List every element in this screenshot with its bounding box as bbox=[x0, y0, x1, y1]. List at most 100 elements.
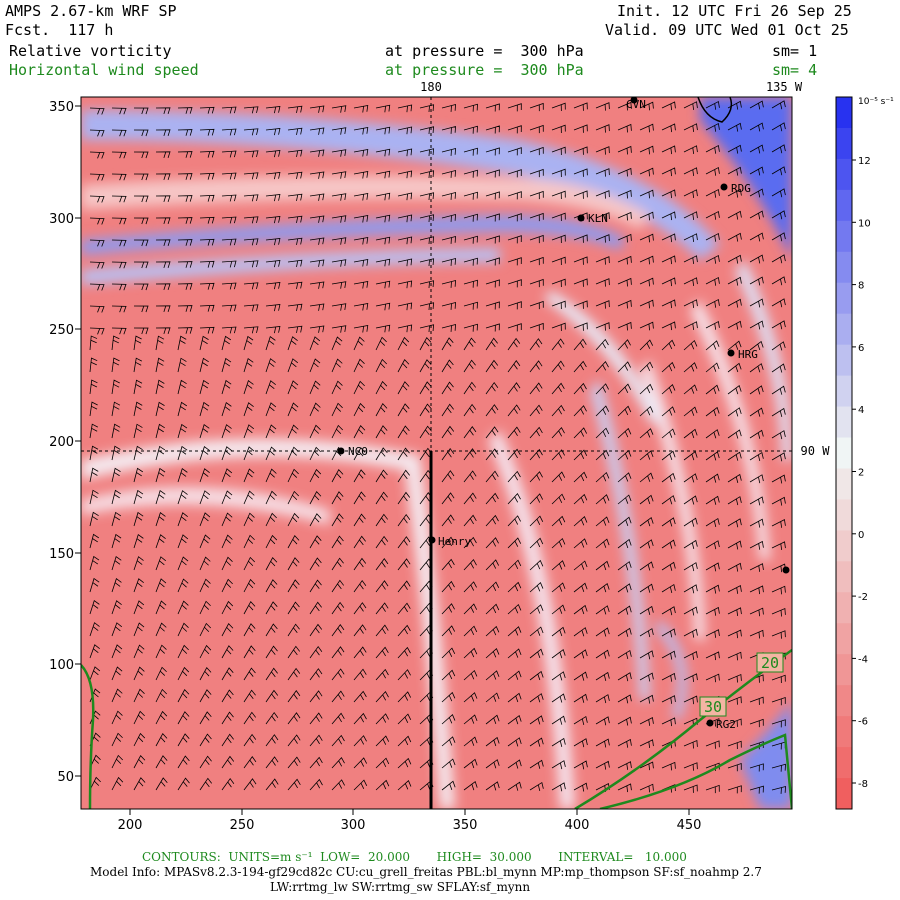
wind-barb bbox=[199, 238, 215, 246]
wind-barb bbox=[595, 322, 610, 331]
wind-barb bbox=[705, 340, 720, 351]
wind-barb bbox=[727, 122, 742, 132]
wind-barb bbox=[551, 146, 566, 155]
wind-barb bbox=[771, 363, 786, 373]
wind-barb bbox=[353, 690, 367, 703]
wind-barb bbox=[727, 540, 742, 550]
wind-barb bbox=[507, 323, 522, 332]
wind-barb bbox=[529, 102, 544, 112]
svg-text:CVN: CVN bbox=[626, 98, 646, 111]
wind-barb bbox=[705, 144, 720, 154]
wind-barb bbox=[111, 710, 123, 725]
wind-barb bbox=[639, 783, 654, 793]
wind-barb bbox=[309, 380, 321, 395]
wind-barb bbox=[353, 170, 369, 179]
wind-barb bbox=[331, 402, 343, 417]
wind-barb bbox=[617, 277, 632, 287]
wind-barb bbox=[595, 190, 610, 199]
wind-barb bbox=[573, 322, 588, 331]
wind-barb bbox=[639, 123, 654, 133]
wind-barb bbox=[551, 715, 566, 725]
wind-barb bbox=[155, 489, 166, 505]
wind-barb bbox=[463, 403, 477, 417]
wind-barb bbox=[111, 379, 120, 395]
wind-barb bbox=[595, 146, 610, 155]
wind-barb bbox=[397, 236, 413, 245]
wind-barb bbox=[155, 151, 171, 159]
wind-barb bbox=[639, 539, 654, 549]
wind-barb bbox=[133, 777, 146, 791]
wind-barb bbox=[463, 103, 478, 112]
wind-barb bbox=[397, 358, 410, 373]
wind-barb bbox=[397, 469, 410, 483]
wind-barb bbox=[595, 649, 610, 659]
wind-barb bbox=[551, 338, 565, 351]
wind-barb bbox=[529, 559, 544, 571]
wind-barb bbox=[771, 474, 786, 484]
wind-barb bbox=[485, 625, 500, 637]
wind-barb bbox=[661, 695, 676, 704]
wind-barb bbox=[485, 759, 500, 769]
wind-barb bbox=[353, 757, 368, 769]
wind-barb bbox=[177, 129, 193, 136]
wind-barb bbox=[199, 644, 212, 659]
wind-barb bbox=[111, 533, 122, 549]
wind-barb bbox=[177, 107, 193, 114]
wind-barb bbox=[199, 304, 215, 312]
wind-barb bbox=[331, 579, 345, 593]
field2-name: Horizontal wind speed bbox=[9, 61, 199, 79]
wind-barb bbox=[727, 518, 742, 528]
wind-barb bbox=[595, 605, 610, 615]
wind-barb bbox=[683, 233, 698, 242]
wind-barb bbox=[727, 298, 742, 308]
wind-barb bbox=[573, 738, 588, 748]
wind-barb bbox=[683, 473, 698, 483]
wind-barb bbox=[551, 537, 566, 549]
wind-barb bbox=[727, 740, 742, 750]
wind-barb bbox=[353, 302, 369, 311]
wind-barb bbox=[287, 756, 301, 769]
wind-barb bbox=[199, 667, 212, 681]
wind-barb bbox=[331, 358, 343, 373]
wind-barb bbox=[463, 323, 478, 332]
colorbar-segment bbox=[836, 220, 852, 253]
wind-barb bbox=[551, 604, 566, 615]
x-tick-label: 300 bbox=[341, 818, 366, 833]
wind-barb bbox=[771, 585, 786, 595]
wind-barb bbox=[771, 166, 786, 176]
wind-barb bbox=[265, 446, 277, 461]
wind-barb bbox=[265, 216, 281, 224]
wind-barb bbox=[485, 359, 499, 373]
wind-barb bbox=[111, 732, 123, 747]
wind-barb bbox=[639, 299, 654, 309]
wind-barb bbox=[133, 239, 149, 247]
wind-barb bbox=[353, 324, 369, 333]
wind-barb bbox=[529, 190, 544, 200]
wind-barb bbox=[683, 784, 698, 793]
field1-name: Relative vorticity bbox=[9, 42, 172, 60]
wind-barb bbox=[661, 299, 676, 309]
y-axis: 350 300 250 200 150 100 50 bbox=[49, 100, 74, 785]
wind-barb bbox=[705, 298, 720, 308]
wind-barb bbox=[441, 514, 455, 527]
wind-barb bbox=[771, 232, 786, 242]
wind-barb bbox=[309, 303, 325, 311]
wind-barb bbox=[617, 761, 632, 770]
wind-barb bbox=[309, 127, 325, 135]
wind-barb bbox=[221, 600, 234, 615]
wind-barb bbox=[595, 538, 610, 549]
wind-barb bbox=[155, 379, 165, 395]
wind-barb bbox=[155, 512, 166, 527]
wind-barb bbox=[485, 714, 500, 725]
wind-barb bbox=[199, 534, 211, 549]
wind-barb bbox=[441, 323, 456, 332]
wind-barb bbox=[177, 556, 189, 571]
wind-barb bbox=[397, 258, 413, 267]
wind-barb bbox=[727, 407, 742, 417]
wind-barb bbox=[243, 216, 259, 224]
wind-barb bbox=[243, 667, 256, 681]
wind-barb bbox=[463, 235, 478, 244]
wind-barb bbox=[639, 189, 654, 199]
wind-barb bbox=[265, 490, 277, 505]
wind-barb bbox=[463, 603, 478, 615]
